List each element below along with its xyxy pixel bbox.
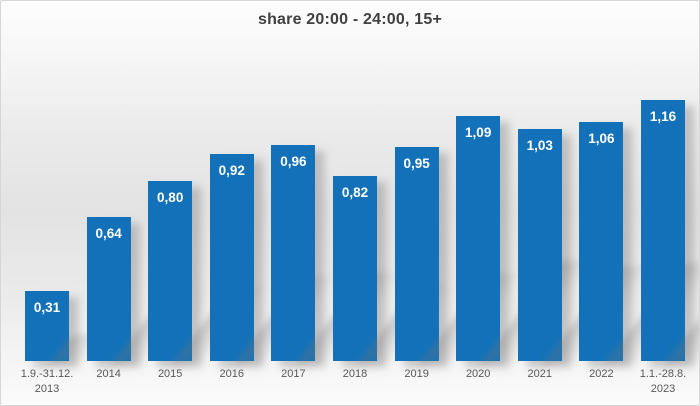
- bar-value-label: 0,95: [403, 156, 430, 171]
- bar-value-label: 1,03: [526, 138, 553, 153]
- bar-value-label: 1,09: [465, 125, 492, 140]
- bar-value-label: 0,92: [218, 163, 245, 178]
- x-axis-label: 2015: [157, 368, 183, 380]
- bar-value-label: 1,16: [649, 109, 677, 124]
- plot-area: 0,31 0,64 0,80 0,92 0,96 0,82 0,95 1,09 1,03 1,06…: [25, 91, 685, 361]
- bar-value-label: 0,31: [33, 300, 61, 315]
- bar: 1,09: [456, 116, 501, 361]
- bar: 0,82: [333, 176, 377, 361]
- x-axis-label: 2019: [404, 368, 429, 380]
- bar-value-label: 1,06: [588, 131, 615, 146]
- bar: 0,31: [25, 291, 69, 361]
- bar: 1,16: [641, 100, 685, 361]
- bar: 0,80: [148, 181, 193, 361]
- bar-value-label: 0,64: [95, 226, 122, 241]
- bar: 0,92: [209, 154, 254, 361]
- chart-title: share 20:00 - 24:00, 15+: [257, 11, 443, 28]
- x-axis-label: 1.9.-31.12. 2013: [20, 368, 74, 395]
- x-axis-label: 2022: [589, 368, 614, 380]
- bar: 0,64: [86, 217, 131, 361]
- x-axis-label: 2020: [465, 368, 491, 380]
- x-axis-label: 2016: [219, 368, 245, 380]
- bar-value-label: 0,80: [157, 190, 184, 205]
- bar: 1,06: [579, 122, 624, 361]
- bar: 0,95: [394, 147, 439, 361]
- x-axis-label: 2021: [527, 368, 553, 380]
- x-axis: 1.9.-31.12. 2013 2014 2015 2016 2017 2018 2019 2…: [21, 361, 687, 405]
- x-axis-label: 1.1.-28.8. 2023: [639, 368, 687, 395]
- bar: 1,03: [517, 129, 562, 361]
- bar-value-label: 0,96: [280, 154, 307, 169]
- bar-value-label: 0,82: [341, 185, 369, 200]
- x-axis-label: 2014: [96, 368, 121, 380]
- bar: 0,96: [271, 145, 316, 361]
- x-axis-label: 2018: [342, 368, 368, 380]
- x-axis-label: 2017: [281, 368, 306, 380]
